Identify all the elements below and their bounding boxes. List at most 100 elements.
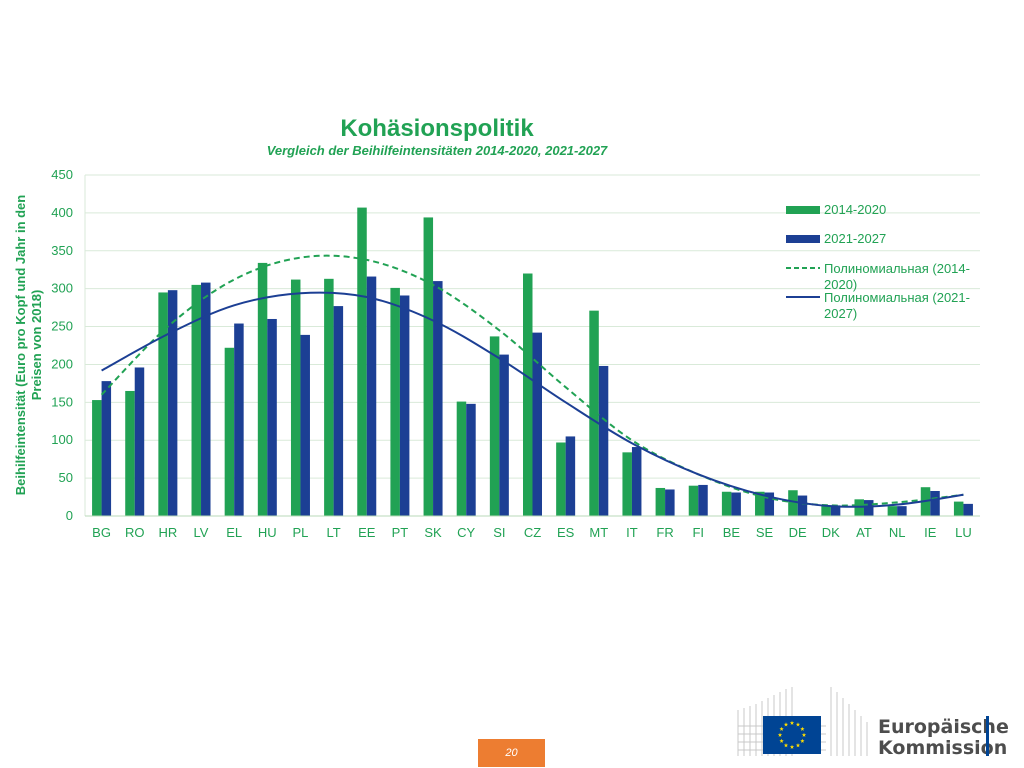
y-tick-label: 0 bbox=[66, 508, 73, 523]
bar-s1-SE bbox=[755, 491, 765, 516]
bar-s2-FR bbox=[665, 489, 675, 516]
bar-s1-SI bbox=[489, 336, 500, 516]
trendline-s2 bbox=[101, 291, 964, 508]
bar-s1-LV bbox=[191, 284, 202, 516]
logo-divider bbox=[986, 716, 989, 756]
bar-s1-CZ bbox=[523, 273, 533, 516]
x-tick-label: DE bbox=[789, 525, 807, 540]
bar-s2-NL bbox=[897, 506, 907, 516]
eu-star bbox=[795, 743, 801, 748]
bar-s2-SI bbox=[499, 354, 509, 516]
bar-s1-FR bbox=[655, 487, 666, 516]
y-tick-label: 100 bbox=[51, 432, 73, 447]
bar-s2-RO bbox=[134, 367, 145, 516]
eu-star bbox=[779, 726, 784, 731]
x-tick-label: LV bbox=[194, 525, 209, 540]
bar-s1-SK bbox=[423, 217, 434, 517]
bar-s1-BG bbox=[92, 400, 102, 516]
y-tick-label: 350 bbox=[51, 243, 73, 258]
bar-s2-FI bbox=[698, 484, 708, 516]
bar-s1-EE bbox=[357, 207, 367, 516]
page-number: 20 bbox=[478, 739, 545, 767]
x-tick-label: HU bbox=[258, 525, 277, 540]
bar-s1-HR bbox=[158, 292, 168, 516]
chart-subtitle: Vergleich der Beihilfeintensitäten 2014-… bbox=[267, 143, 608, 158]
y-tick-label: 450 bbox=[51, 167, 73, 182]
bar-s1-LU bbox=[953, 501, 964, 516]
bar-s1-CY bbox=[456, 401, 467, 516]
eu-star bbox=[800, 738, 805, 743]
x-tick-label: MT bbox=[589, 525, 608, 540]
x-tick-label: IT bbox=[626, 525, 638, 540]
bar-s2-SE bbox=[764, 492, 775, 516]
x-tick-label: PL bbox=[293, 525, 309, 540]
x-tick-label: SE bbox=[756, 525, 774, 540]
bars bbox=[92, 207, 973, 517]
bar-s1-HU bbox=[257, 262, 268, 516]
bar-s2-SK bbox=[433, 281, 443, 516]
bar-s1-PL bbox=[290, 279, 301, 516]
x-tick-label: CY bbox=[457, 525, 475, 540]
bar-s1-BE bbox=[721, 491, 732, 516]
bar-s1-PT bbox=[390, 287, 400, 516]
x-tick-label: DK bbox=[822, 525, 840, 540]
axes: 0 50 100 150 200 250 300 350 400 450 BG RO HR LV EL HU P… bbox=[51, 167, 980, 540]
bar-s2-EL bbox=[234, 323, 244, 516]
bar-s1-NL bbox=[887, 506, 898, 516]
x-tick-label: HR bbox=[158, 525, 177, 540]
trendlines bbox=[100, 254, 964, 508]
bar-s2-PT bbox=[399, 295, 410, 516]
bar-s2-HU bbox=[267, 318, 277, 516]
trendline-s1 bbox=[100, 254, 964, 507]
legend-label-t1-line2: 2020) bbox=[824, 277, 857, 292]
legend-label-t1-line1: Полиномиальная (2014- bbox=[824, 261, 970, 276]
x-tick-label: BG bbox=[92, 525, 111, 540]
bar-s2-LT bbox=[333, 306, 344, 516]
y-tick-label: 250 bbox=[51, 319, 73, 334]
eu-star bbox=[783, 743, 789, 748]
eu-star bbox=[777, 732, 783, 737]
x-tick-label: FI bbox=[692, 525, 704, 540]
x-tick-label: EE bbox=[358, 525, 376, 540]
eu-star bbox=[800, 726, 805, 731]
bar-s2-IT bbox=[631, 447, 642, 516]
y-axis-title: Beihilfeintensität (Euro pro Kopf und Ja… bbox=[13, 195, 44, 496]
y-axis-title-line2: Preisen von 2018) bbox=[29, 290, 44, 401]
bar-s1-MT bbox=[589, 310, 599, 516]
eu-stars-icon bbox=[777, 720, 807, 749]
bar-s1-RO bbox=[125, 390, 135, 516]
bar-s1-FI bbox=[688, 485, 699, 516]
bar-s2-HR bbox=[167, 290, 178, 516]
legend-label-s1: 2014-2020 bbox=[824, 202, 886, 217]
x-tick-label: IE bbox=[924, 525, 937, 540]
bar-s2-LV bbox=[201, 282, 211, 516]
bar-s1-ES bbox=[556, 442, 566, 516]
bar-s2-LU bbox=[963, 503, 973, 516]
legend-label-t2-line1: Полиномиальная (2021- bbox=[824, 290, 970, 305]
bar-s1-DK bbox=[821, 505, 831, 516]
logo-text: Europäische Kommission bbox=[878, 717, 1009, 759]
bar-s1-LT bbox=[324, 278, 334, 516]
legend-label-s2: 2021-2027 bbox=[824, 231, 886, 246]
bar-s2-ES bbox=[565, 436, 576, 516]
eu-star bbox=[795, 722, 801, 727]
legend-label-t2-line2: 2027) bbox=[824, 306, 857, 321]
x-tick-label: PT bbox=[392, 525, 409, 540]
x-tick-label: ES bbox=[557, 525, 575, 540]
eu-star bbox=[783, 722, 789, 727]
bar-s2-AT bbox=[863, 500, 874, 516]
bar-s2-MT bbox=[598, 365, 609, 516]
eu-star bbox=[801, 732, 807, 737]
logo-line1: Europäische bbox=[878, 716, 1009, 738]
bar-s1-IT bbox=[622, 452, 632, 516]
y-axis-title-line1: Beihilfeintensität (Euro pro Kopf und Ja… bbox=[13, 195, 28, 496]
bar-s2-CY bbox=[466, 403, 476, 516]
bar-s2-DE bbox=[797, 495, 808, 516]
bar-s1-EL bbox=[224, 347, 235, 516]
commission-building-icon bbox=[737, 687, 868, 756]
x-tick-label: SK bbox=[424, 525, 442, 540]
logo-line2: Kommission bbox=[878, 737, 1008, 759]
